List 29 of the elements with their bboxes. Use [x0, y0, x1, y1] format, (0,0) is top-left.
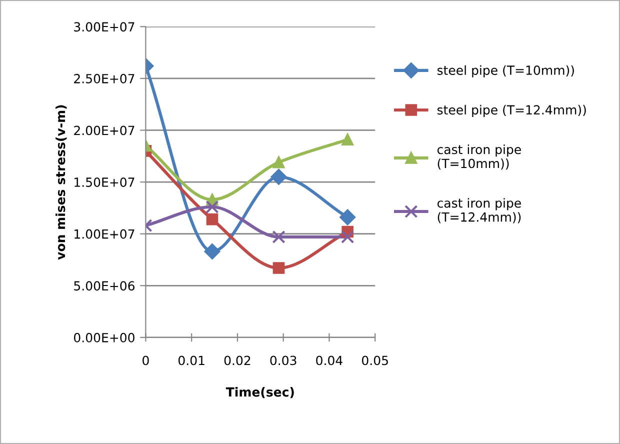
point: [270, 168, 287, 185]
y-axis-title: von mises stress(v-m): [56, 105, 67, 260]
legend-label: steel pipe (T=10mm)): [437, 65, 574, 78]
point: [272, 156, 285, 168]
x-tick-label: 0.02: [224, 356, 250, 366]
x-tick-label: 0.04: [316, 356, 342, 366]
y-tick-label: 5.00E+06: [74, 281, 134, 291]
x-tick-label: 0: [142, 356, 149, 366]
x-tick-label: 0.01: [178, 356, 204, 366]
legend-label: cast iron pipe (T=12.4mm)): [437, 198, 521, 224]
point: [340, 209, 356, 226]
y-tick-label: 1.50E+07: [74, 178, 134, 187]
point: [204, 244, 220, 260]
x-axis-title: Time(sec): [226, 387, 294, 398]
point: [272, 262, 285, 274]
legend-label: cast iron pipe (T=10mm)): [437, 144, 521, 170]
y-tick-label: 2.50E+07: [74, 74, 134, 84]
y-tick-label: 2.00E+07: [74, 126, 134, 136]
x-tick-label: 0.05: [362, 356, 388, 366]
point: [206, 200, 219, 214]
y-tick-label: 3.00E+07: [74, 22, 134, 32]
point: [342, 134, 354, 146]
x-tick-label: 0.03: [270, 356, 296, 366]
y-tick-label: 1.00E+07: [74, 229, 134, 239]
legend-label: steel pipe (T=12.4mm)): [437, 104, 586, 117]
point: [272, 230, 286, 244]
point: [340, 230, 354, 244]
point: [206, 213, 218, 226]
y-tick-label: 0.00E+00: [74, 332, 134, 342]
